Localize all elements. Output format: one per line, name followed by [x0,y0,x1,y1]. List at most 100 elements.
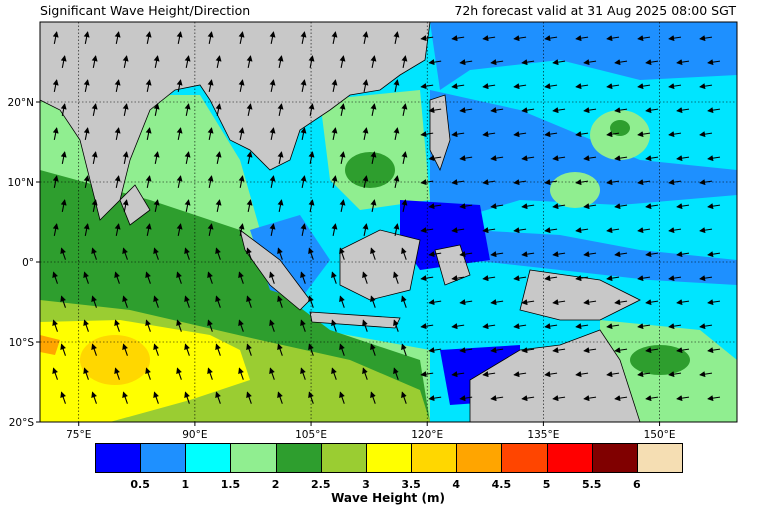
wave-arrow [122,343,128,356]
wave-arrow [300,223,307,236]
wave-arrow [645,251,659,258]
colorbar-tick-label: 0.5 [130,478,150,491]
wave-arrow [215,151,222,164]
wave-arrow [614,107,628,114]
wave-arrow [153,103,160,116]
wave-arrow [114,223,121,236]
wave-arrow [331,367,337,380]
wave-arrow [83,319,89,332]
colorbar-swatch [275,443,322,473]
wave-arrow [176,79,183,92]
wave-arrow [308,295,314,308]
wave-arrow [145,127,152,140]
wave-arrow [637,323,651,330]
wave-arrow [513,275,527,282]
colorbar-swatch [501,443,548,473]
wave-arrow [184,103,191,116]
land-sumatra [239,229,311,311]
wave-arrow [552,299,566,306]
wave-arrow [645,299,659,306]
wave-arrow [707,203,721,210]
wave-arrow [277,295,283,308]
wave-arrow [207,319,213,332]
wave-arrow [52,175,59,188]
wave-arrow [277,55,284,68]
wave-arrow [246,247,252,260]
wave-arrow [583,59,597,66]
wave-arrow [575,83,589,90]
wave-arrow [606,131,620,138]
wave-arrow [668,323,682,330]
wave-arrow [269,127,276,140]
wave-arrow [490,395,504,402]
wave-arrow [207,127,214,140]
wave-arrow [83,31,90,44]
wave-arrow [184,343,190,356]
wave-arrow [83,367,89,380]
wave-arrow [83,175,90,188]
wave-arrow [362,223,369,236]
wave-arrow [513,35,527,42]
wave-arrow [575,371,589,378]
wave-arrow [521,203,535,210]
wave-arrow [300,271,306,284]
wave-arrow [83,271,89,284]
wave-arrow [459,395,473,402]
map-title: Significant Wave Height/Direction [40,3,251,18]
wave-direction-arrows [52,31,721,404]
wave-arrow [176,31,183,44]
wave-arrow [60,103,67,116]
wave-arrow [482,35,496,42]
wave-arrow [91,343,97,356]
wave-arrow [490,299,504,306]
wave-arrow [668,83,682,90]
wave-arrow [401,295,407,308]
wave-arrow [544,227,558,234]
wave-arrow [676,347,690,354]
wave-arrow [308,151,315,164]
wave-arrow [176,223,183,236]
wave-arrow [637,275,651,282]
wave-arrow [575,227,589,234]
colorbar-tick-label: 2 [271,478,280,491]
wave-arrow [91,55,98,68]
colorbar-swatch [546,443,593,473]
wave-arrow [362,31,369,44]
land-philippines [429,94,451,172]
wave-arrow [269,271,275,284]
wave-arrow [238,175,245,188]
wave-arrow [215,391,221,404]
wave-arrow [699,83,713,90]
wave-arrow [362,319,368,332]
wave-arrow [707,251,721,258]
wave-arrow [699,227,713,234]
wave-arrow [428,251,442,258]
wave-arrow [552,203,566,210]
wave-arrow [145,223,152,236]
colorbar-swatch [411,443,458,473]
wave-arrow [614,59,628,66]
lon-tick-label: 120°E [411,429,443,441]
wave-arrow [246,55,253,68]
wave-arrow [575,179,589,186]
wave-arrow [490,203,504,210]
wave-arrow [277,151,284,164]
wave-arrow [645,203,659,210]
wave-arrow [699,323,713,330]
wave-arrow [153,247,159,260]
wave-arrow [707,395,721,402]
wave-arrow [401,55,408,68]
wave-arrow [459,299,473,306]
wave-arrow [145,271,151,284]
wave-arrow [277,391,283,404]
wave-arrow [331,175,338,188]
wave-arrow [393,175,400,188]
land-java [309,311,401,329]
wave-arrow [606,227,620,234]
wave-arrow [153,295,159,308]
wave-arrow [60,199,67,212]
wave-arrow [370,103,377,116]
wave-arrow [575,323,589,330]
colorbar-swatch [591,443,638,473]
wave-arrow [114,31,121,44]
